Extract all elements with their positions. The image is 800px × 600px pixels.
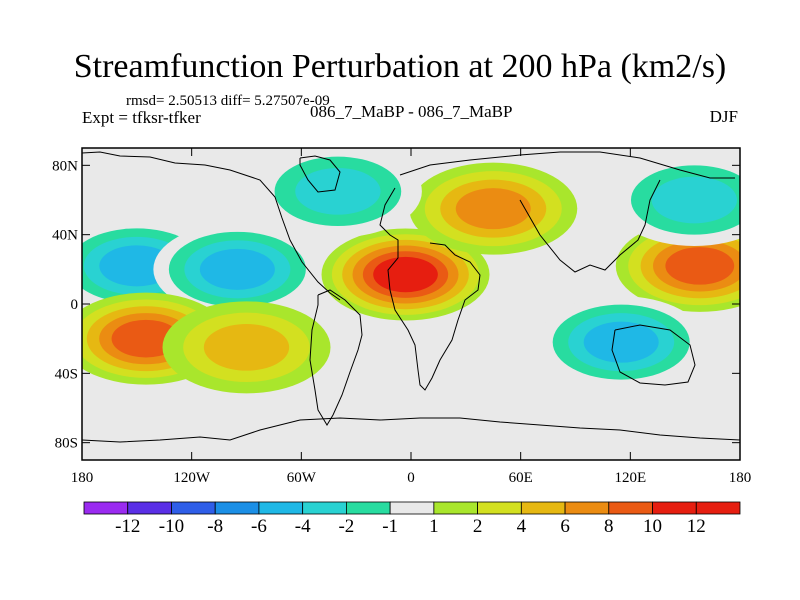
colorbar-box — [214, 501, 260, 515]
coastline — [82, 151, 740, 443]
colorbar-label: 1 — [429, 516, 439, 537]
colorbar-box — [695, 501, 741, 515]
colorbar-box — [171, 501, 216, 515]
colorbar-box — [477, 501, 522, 515]
plot-area — [82, 148, 740, 460]
colorbar-label: 10 — [643, 516, 662, 537]
contour-south-indian-low — [537, 296, 706, 389]
colorbar-box — [258, 501, 304, 515]
x-tick-label: 120E — [614, 470, 646, 486]
contour-level — [203, 324, 290, 371]
x-tick-label: 60W — [287, 470, 317, 486]
colorbar-label: 4 — [517, 516, 527, 537]
season-label: DJF — [709, 107, 738, 126]
colorbar-box — [83, 501, 129, 515]
colorbar-box — [520, 501, 566, 515]
x-tick-label: 180 — [729, 470, 752, 486]
colorbar-label: -6 — [251, 516, 267, 537]
colorbar-label: 12 — [687, 516, 706, 537]
experiment-label: Expt = tfksr-tfker — [82, 108, 201, 127]
contour-level — [455, 188, 531, 230]
colorbar-label: -8 — [207, 516, 223, 537]
colorbar-label: -10 — [159, 516, 184, 537]
colorbar-box — [608, 501, 653, 515]
colorbar-box — [345, 501, 391, 515]
colorbar-label: 6 — [560, 516, 570, 537]
colorbar-label: -12 — [115, 516, 140, 537]
y-tick-label: 80N — [52, 158, 78, 174]
colorbar-label: -4 — [295, 516, 311, 537]
contour-level — [665, 247, 735, 285]
colorbar-box — [302, 501, 347, 515]
y-tick-label: 80S — [55, 436, 78, 452]
y-tick-label: 40N — [52, 228, 78, 244]
contour-level — [295, 168, 381, 215]
contour-north-america-low — [153, 223, 322, 316]
contour-level — [373, 256, 438, 293]
x-tick-label: 180 — [71, 470, 94, 486]
contour-siberia-low — [610, 154, 740, 246]
case-label: 086_7_MaBP - 086_7_MaBP — [310, 102, 513, 121]
colorbar-box — [652, 501, 697, 515]
y-tick-label: 0 — [71, 297, 79, 313]
colorbar-box — [127, 501, 172, 515]
colorbar-box — [564, 501, 610, 515]
y-tick-label: 40S — [55, 366, 78, 382]
contour-north-africa-high — [321, 228, 490, 321]
colorbar-box — [433, 501, 479, 515]
contour-central-asia-high — [409, 162, 578, 255]
x-tick-label: 120W — [173, 470, 211, 486]
contour-north-canada-low — [253, 148, 422, 238]
colorbar-label: -2 — [338, 516, 354, 537]
contour-level — [199, 248, 275, 290]
colorbar: -12 -10 -8 -6 -4 -2 -1 1 2 4 6 8 10 12 — [83, 501, 741, 537]
colorbar-label: 2 — [473, 516, 483, 537]
x-tick-label: 60E — [509, 470, 533, 486]
colorbar-label: -1 — [382, 516, 398, 537]
contour-level — [583, 321, 659, 363]
colorbar-label: 8 — [604, 516, 614, 537]
contour-south-america-high — [162, 301, 331, 394]
stats-label: rmsd= 2.50513 diff= 5.27507e-09 — [126, 93, 330, 109]
colorbar-box — [389, 501, 435, 515]
x-tick-label: 0 — [407, 470, 415, 486]
contour-level — [651, 176, 737, 224]
chart-title: Streamfunction Perturbation at 200 hPa (… — [73, 48, 727, 85]
